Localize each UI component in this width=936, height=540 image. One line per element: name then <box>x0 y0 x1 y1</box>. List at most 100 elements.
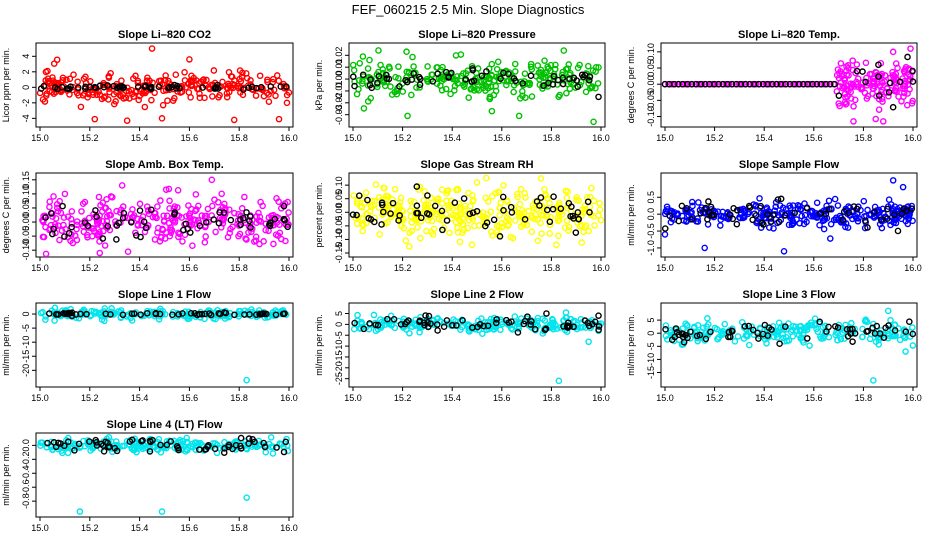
data-point <box>154 203 161 210</box>
data-point <box>480 322 487 330</box>
x-tick-label: 16.0 <box>592 393 610 403</box>
data-point <box>831 195 839 203</box>
data-point <box>180 226 187 234</box>
data-point <box>576 222 584 230</box>
data-point <box>705 198 712 205</box>
data-point <box>541 186 548 193</box>
y-tick-label: -10 <box>646 353 656 366</box>
data-point <box>161 76 169 84</box>
data-point <box>675 217 683 225</box>
data-point <box>424 192 431 199</box>
data-point <box>418 214 425 222</box>
data-point <box>353 200 361 207</box>
data-point <box>503 316 510 324</box>
data-point <box>488 71 495 79</box>
data-point <box>884 205 891 213</box>
data-point <box>878 224 886 232</box>
data-point <box>107 69 114 77</box>
data-point <box>281 216 289 224</box>
points-layer <box>37 304 290 384</box>
data-point <box>434 327 441 334</box>
data-point <box>767 218 775 226</box>
data-point <box>370 311 378 319</box>
data-point <box>457 206 464 213</box>
x-tick-label: 15.4 <box>443 133 461 143</box>
data-point <box>349 61 357 69</box>
x-tick-label: 15.0 <box>31 393 49 403</box>
y-tick-label: -0.05 <box>646 90 656 111</box>
data-point <box>731 338 739 345</box>
data-point <box>371 214 378 222</box>
data-point <box>850 118 857 125</box>
data-point <box>728 327 736 334</box>
data-point <box>549 205 557 213</box>
y-tick-label: 0.10 <box>646 43 656 61</box>
data-point <box>443 317 451 324</box>
data-point <box>256 240 263 248</box>
data-point <box>729 215 737 223</box>
data-point <box>364 65 372 72</box>
data-point <box>124 248 132 255</box>
data-point <box>890 219 898 226</box>
data-point <box>79 200 87 207</box>
data-point <box>84 94 91 101</box>
data-point <box>520 219 528 227</box>
data-point <box>423 75 431 83</box>
data-point <box>728 80 736 88</box>
data-point <box>433 321 441 328</box>
data-point <box>359 77 366 85</box>
data-point <box>54 207 62 215</box>
data-point <box>795 331 803 339</box>
data-point <box>557 205 565 212</box>
data-point <box>54 85 61 93</box>
data-point <box>515 112 523 120</box>
data-point <box>396 212 403 219</box>
data-point <box>466 210 474 218</box>
data-point <box>356 60 364 67</box>
x-tick-label: 15.6 <box>805 393 823 403</box>
data-point <box>538 230 545 237</box>
data-point <box>845 87 852 95</box>
data-point <box>171 81 178 89</box>
data-point <box>220 216 227 223</box>
data-point <box>181 68 188 76</box>
data-point <box>149 436 156 444</box>
data-point <box>509 326 516 333</box>
data-point <box>584 198 592 206</box>
points-layer <box>349 47 602 126</box>
data-point <box>257 198 264 206</box>
data-point <box>375 47 382 54</box>
data-point <box>137 311 144 318</box>
x-tick-label: 16.0 <box>904 133 922 143</box>
data-point <box>559 80 567 88</box>
data-point <box>568 203 575 210</box>
data-point <box>402 237 410 244</box>
data-point <box>384 315 391 323</box>
data-point <box>826 235 834 242</box>
data-point <box>573 321 581 329</box>
x-tick-label: 15.0 <box>344 133 362 143</box>
data-point <box>242 235 249 242</box>
data-point <box>662 332 670 340</box>
data-point <box>424 201 432 209</box>
data-point <box>837 60 845 67</box>
y-tick-label: -0.2 <box>21 452 31 468</box>
data-point <box>462 76 469 83</box>
y-tick-label: -5 <box>21 324 31 332</box>
data-point <box>264 76 271 84</box>
y-tick-label: -25 <box>334 372 344 385</box>
data-point <box>103 213 111 220</box>
data-point <box>349 211 357 218</box>
data-point <box>704 221 712 228</box>
data-point <box>703 323 710 330</box>
data-point <box>358 203 366 211</box>
data-point <box>556 91 563 99</box>
data-point <box>673 328 681 336</box>
data-point <box>61 190 69 198</box>
data-point <box>414 224 421 231</box>
data-point <box>163 212 171 220</box>
data-point <box>563 89 570 97</box>
plot-frame <box>660 42 918 128</box>
data-point <box>588 184 595 192</box>
data-point <box>539 212 547 219</box>
